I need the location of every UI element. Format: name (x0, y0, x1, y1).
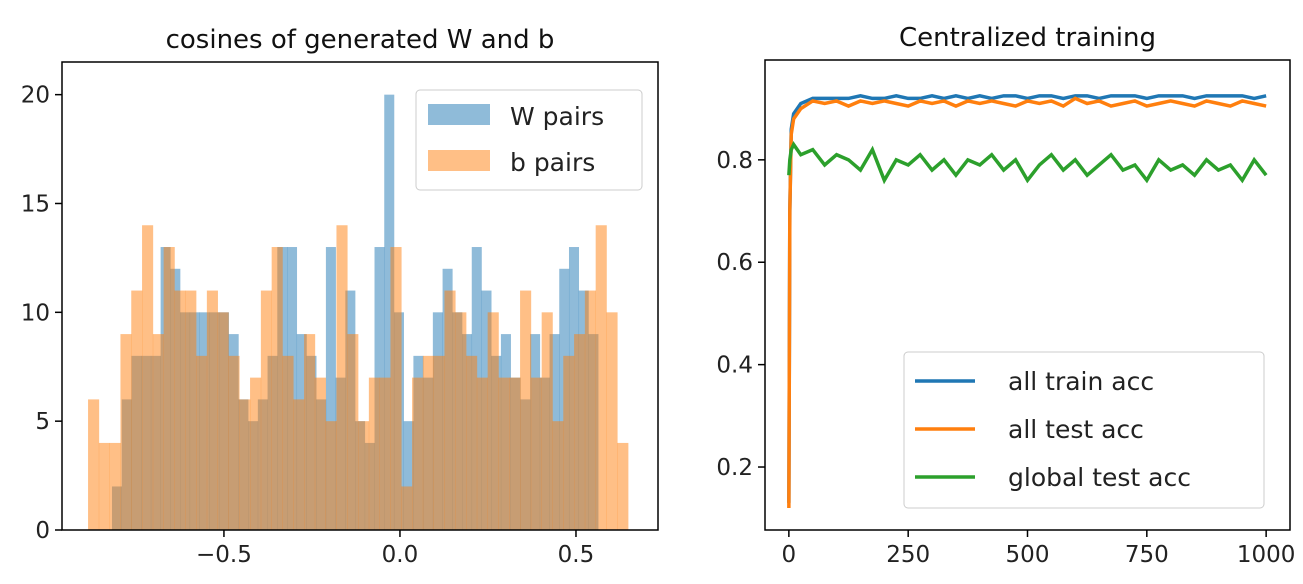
y-tick-label: 0.6 (716, 250, 753, 276)
bar-W-pairs (325, 247, 336, 530)
bar-b-pairs (250, 377, 262, 530)
x-tick-label: 0.0 (382, 542, 419, 568)
bar-b-pairs (98, 442, 110, 530)
x-tick-label: 0.5 (558, 542, 595, 568)
bar-b-pairs (595, 225, 607, 531)
chart-1: Centralized training 0 250 500 750 1000 0.2 0.4… (716, 23, 1295, 568)
bar-b-pairs (142, 225, 154, 531)
bar-b-pairs (109, 442, 121, 530)
bar-b-pairs (336, 225, 348, 531)
bar-b-pairs (444, 290, 456, 530)
y-tick-label: 0 (35, 518, 50, 544)
bar-b-pairs (131, 290, 143, 530)
bar-b-pairs (584, 290, 596, 530)
bar-b-pairs (412, 377, 424, 530)
y-tick-label: 20 (21, 83, 50, 109)
bar-b-pairs (606, 312, 618, 530)
bar-b-pairs (487, 312, 499, 530)
line-all-train-acc (787, 94, 1267, 503)
bar-b-pairs (325, 421, 337, 530)
bar-b-pairs (347, 334, 359, 530)
legend: all train acc all test acc global test acc (903, 351, 1265, 509)
y-tick-label: 0.4 (716, 353, 753, 379)
bar-b-pairs (271, 247, 283, 530)
x-tick-label: 250 (886, 542, 930, 568)
bar-b-pairs (455, 312, 467, 530)
legend: W pairs b pairs (415, 89, 643, 191)
chart-0: cosines of generated W and b −0.5 0.0 0.5 0 5… (21, 25, 659, 568)
bar-b-pairs (552, 421, 564, 530)
legend-label: global test acc (1008, 463, 1191, 492)
bar-b-pairs (152, 334, 164, 530)
axes-frame (764, 59, 1291, 531)
bar-b-pairs (260, 290, 272, 530)
x-tick-label: 0 (782, 542, 797, 568)
bar-b-pairs (185, 290, 197, 530)
axes-frame (61, 61, 659, 531)
line-all-test-acc (787, 96, 1267, 508)
bar-b-pairs (196, 355, 208, 530)
legend-label: b pairs (510, 148, 595, 177)
x-tick-label: 500 (1006, 542, 1050, 568)
y-tick-label: 15 (21, 191, 50, 217)
bar-b-pairs (368, 377, 380, 530)
bar-b-pairs (498, 377, 510, 530)
bar-b-pairs (206, 290, 218, 530)
bar-b-pairs (174, 290, 186, 530)
bar-b-pairs (314, 377, 326, 530)
bar-b-pairs (120, 334, 132, 530)
bar-b-pairs (163, 247, 175, 530)
bar-b-pairs (541, 312, 553, 530)
bar-b-pairs (574, 334, 586, 530)
x-tick-label: 750 (1125, 542, 1169, 568)
bar-b-pairs (476, 377, 488, 530)
bar-b-pairs (520, 290, 532, 530)
bar-W-pairs (403, 421, 414, 530)
y-tick-label: 0.8 (716, 148, 753, 174)
legend-label: W pairs (510, 102, 604, 131)
legend-box (903, 351, 1265, 509)
bar-b-pairs (530, 377, 542, 530)
bar-b-pairs (617, 442, 629, 530)
bar-W-pairs (384, 94, 395, 531)
bar-b-pairs (509, 377, 521, 530)
legend-label: all test acc (1008, 415, 1144, 444)
chart-title: Centralized training (899, 23, 1156, 53)
x-tick-label: −0.5 (196, 542, 252, 568)
bar-b-pairs (379, 377, 391, 530)
bar-b-pairs (228, 355, 240, 530)
bar-b-pairs (466, 355, 478, 530)
y-tick-label: 10 (21, 300, 50, 326)
bar-b-pairs (433, 355, 445, 530)
bar-b-pairs (358, 421, 370, 530)
x-tick-label: 1000 (1237, 542, 1296, 568)
bar-b-pairs (293, 399, 305, 530)
bar-b-pairs (563, 355, 575, 530)
y-tick-label: 0.2 (716, 455, 753, 481)
bar-b-pairs (239, 399, 251, 530)
legend-swatch (428, 104, 490, 125)
bar-b-pairs (390, 247, 402, 530)
line-global-test-acc (787, 140, 1268, 185)
legend-swatch (428, 150, 490, 171)
bar-b-pairs (282, 355, 294, 530)
bar-b-pairs (422, 355, 434, 530)
chart-title: cosines of generated W and b (166, 25, 555, 55)
bar-b-pairs (401, 486, 413, 530)
y-tick-label: 5 (35, 409, 50, 435)
bar-b-pairs (88, 399, 100, 530)
legend-label: all train acc (1008, 367, 1154, 396)
bar-b-pairs (217, 312, 229, 530)
bar-b-pairs (304, 334, 316, 530)
